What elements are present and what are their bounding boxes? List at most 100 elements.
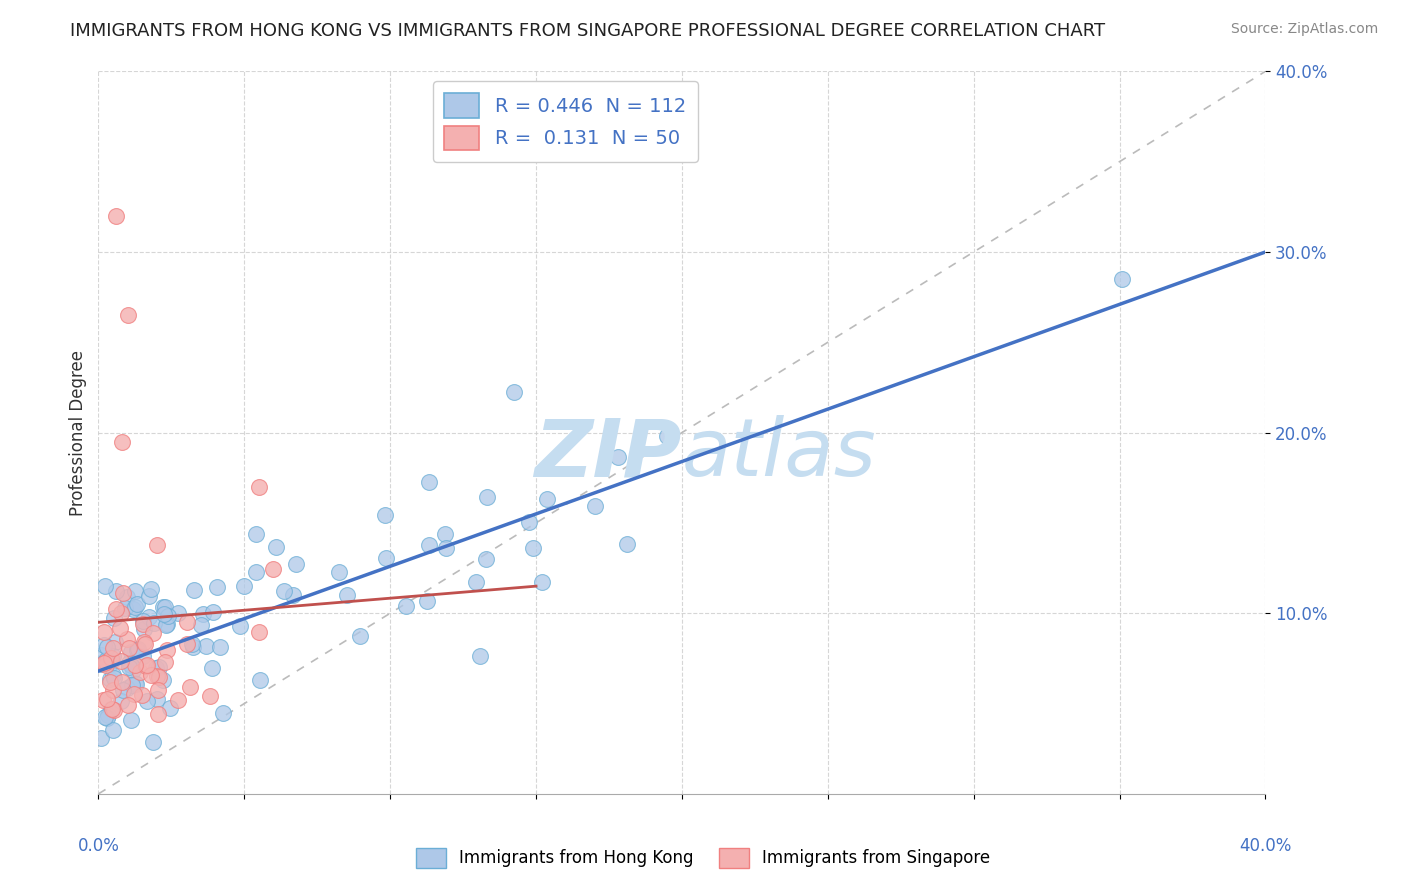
- Point: [183, 582, 205, 597]
- Point: [349, 630, 371, 644]
- Point: [124, 676, 146, 690]
- Point: [121, 678, 143, 692]
- Point: [156, 617, 179, 632]
- Point: [104, 634, 127, 648]
- Point: [153, 656, 176, 670]
- Point: [583, 499, 606, 513]
- Point: [125, 643, 148, 657]
- Point: [536, 491, 558, 506]
- Point: [176, 615, 198, 629]
- Point: [468, 649, 491, 664]
- Text: atlas: atlas: [682, 416, 877, 493]
- Point: [190, 617, 212, 632]
- Point: [96, 657, 118, 672]
- Point: [127, 641, 149, 656]
- Point: [616, 536, 638, 550]
- Point: [395, 599, 418, 614]
- Point: [100, 650, 122, 665]
- Point: [374, 508, 396, 523]
- Point: [90, 731, 112, 745]
- Point: [134, 622, 156, 636]
- Point: [94, 655, 117, 669]
- Point: [111, 434, 134, 449]
- Point: [166, 693, 188, 707]
- Point: [103, 648, 125, 663]
- Point: [148, 670, 170, 684]
- Point: [101, 640, 124, 655]
- Point: [198, 690, 221, 704]
- Point: [125, 677, 148, 691]
- Point: [132, 617, 155, 632]
- Point: [115, 681, 138, 696]
- Point: [100, 702, 122, 716]
- Point: [117, 656, 139, 670]
- Point: [103, 610, 125, 624]
- Point: [156, 643, 179, 657]
- Point: [145, 661, 167, 675]
- Point: [143, 616, 166, 631]
- Point: [249, 673, 271, 687]
- Text: 40.0%: 40.0%: [1239, 838, 1292, 855]
- Point: [96, 640, 118, 654]
- Point: [159, 700, 181, 714]
- Point: [120, 714, 142, 728]
- Point: [281, 588, 304, 602]
- Point: [111, 675, 134, 690]
- Point: [110, 606, 132, 620]
- Point: [139, 668, 162, 682]
- Y-axis label: Professional Degree: Professional Degree: [69, 350, 87, 516]
- Point: [434, 541, 457, 555]
- Point: [98, 672, 121, 686]
- Point: [418, 475, 440, 489]
- Text: Source: ZipAtlas.com: Source: ZipAtlas.com: [1230, 22, 1378, 37]
- Point: [115, 590, 138, 604]
- Point: [131, 614, 153, 628]
- Text: 0.0%: 0.0%: [77, 838, 120, 855]
- Point: [655, 429, 678, 443]
- Point: [530, 574, 553, 589]
- Point: [418, 538, 440, 552]
- Point: [104, 209, 127, 223]
- Point: [208, 640, 231, 655]
- Point: [134, 637, 156, 651]
- Point: [117, 308, 139, 322]
- Point: [138, 610, 160, 624]
- Point: [93, 638, 115, 652]
- Point: [134, 634, 156, 648]
- Point: [464, 575, 486, 590]
- Point: [117, 698, 139, 712]
- Legend: Immigrants from Hong Kong, Immigrants from Singapore: Immigrants from Hong Kong, Immigrants fr…: [409, 841, 997, 875]
- Point: [96, 711, 118, 725]
- Point: [100, 657, 122, 671]
- Point: [477, 490, 499, 504]
- Point: [114, 600, 136, 615]
- Point: [142, 735, 165, 749]
- Point: [94, 579, 117, 593]
- Point: [135, 659, 157, 673]
- Point: [201, 661, 224, 675]
- Point: [434, 526, 457, 541]
- Point: [416, 594, 439, 608]
- Point: [266, 540, 288, 554]
- Point: [181, 640, 204, 655]
- Point: [146, 706, 169, 721]
- Point: [176, 637, 198, 651]
- Point: [152, 673, 174, 688]
- Point: [152, 607, 174, 621]
- Point: [146, 692, 169, 706]
- Point: [118, 641, 141, 656]
- Point: [141, 582, 163, 596]
- Point: [245, 565, 267, 579]
- Point: [212, 706, 235, 720]
- Point: [284, 557, 307, 571]
- Point: [142, 625, 165, 640]
- Point: [124, 658, 146, 673]
- Point: [101, 702, 124, 716]
- Point: [98, 675, 121, 690]
- Point: [110, 693, 132, 707]
- Point: [122, 663, 145, 677]
- Point: [112, 586, 135, 600]
- Point: [475, 552, 498, 566]
- Point: [247, 624, 270, 639]
- Point: [138, 589, 160, 603]
